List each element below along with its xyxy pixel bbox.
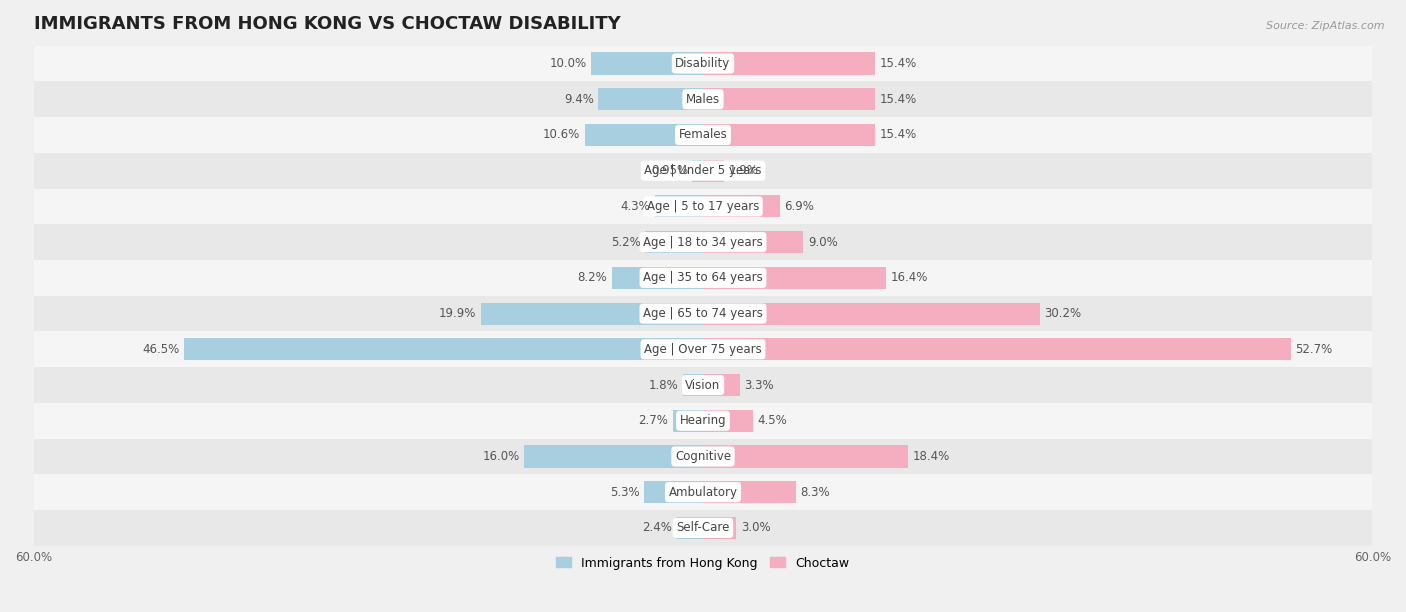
Text: Vision: Vision — [685, 379, 721, 392]
Bar — [612, 267, 703, 289]
Text: Age | 18 to 34 years: Age | 18 to 34 years — [643, 236, 763, 248]
Text: 18.4%: 18.4% — [912, 450, 950, 463]
Bar — [703, 302, 1040, 324]
Bar — [703, 53, 875, 75]
Text: Hearing: Hearing — [679, 414, 727, 427]
Text: Ambulatory: Ambulatory — [668, 486, 738, 499]
Text: 5.3%: 5.3% — [610, 486, 640, 499]
Bar — [34, 403, 1372, 439]
Bar — [34, 260, 1372, 296]
Text: 0.95%: 0.95% — [651, 164, 688, 177]
Text: Disability: Disability — [675, 57, 731, 70]
Bar — [34, 510, 1372, 546]
Bar — [34, 367, 1372, 403]
Bar — [703, 231, 803, 253]
Bar — [524, 446, 703, 468]
Text: Self-Care: Self-Care — [676, 521, 730, 534]
Text: 6.9%: 6.9% — [785, 200, 814, 213]
Text: 2.7%: 2.7% — [638, 414, 668, 427]
Text: 8.3%: 8.3% — [800, 486, 830, 499]
Bar — [676, 517, 703, 539]
Text: 2.4%: 2.4% — [643, 521, 672, 534]
Text: 4.5%: 4.5% — [758, 414, 787, 427]
Bar — [703, 517, 737, 539]
Bar — [34, 46, 1372, 81]
Text: Males: Males — [686, 93, 720, 106]
Text: Age | 65 to 74 years: Age | 65 to 74 years — [643, 307, 763, 320]
Text: IMMIGRANTS FROM HONG KONG VS CHOCTAW DISABILITY: IMMIGRANTS FROM HONG KONG VS CHOCTAW DIS… — [34, 15, 620, 33]
Bar — [703, 338, 1291, 360]
Text: 3.0%: 3.0% — [741, 521, 770, 534]
Bar — [592, 53, 703, 75]
Bar — [598, 88, 703, 110]
Bar — [703, 409, 754, 432]
Text: 16.4%: 16.4% — [890, 271, 928, 285]
Bar — [703, 481, 796, 503]
Bar — [34, 117, 1372, 153]
Bar — [34, 81, 1372, 117]
Text: 10.0%: 10.0% — [550, 57, 586, 70]
Text: 1.8%: 1.8% — [648, 379, 679, 392]
Bar — [34, 224, 1372, 260]
Text: 16.0%: 16.0% — [482, 450, 520, 463]
Text: 8.2%: 8.2% — [578, 271, 607, 285]
Text: 15.4%: 15.4% — [879, 129, 917, 141]
Text: 1.9%: 1.9% — [728, 164, 758, 177]
Bar — [703, 446, 908, 468]
Bar — [655, 195, 703, 217]
Bar — [34, 296, 1372, 332]
Text: 19.9%: 19.9% — [439, 307, 477, 320]
Bar — [34, 153, 1372, 188]
Text: 15.4%: 15.4% — [879, 93, 917, 106]
Text: Cognitive: Cognitive — [675, 450, 731, 463]
Bar — [703, 88, 875, 110]
Bar — [692, 160, 703, 182]
Bar — [645, 231, 703, 253]
Text: Females: Females — [679, 129, 727, 141]
Text: Age | Over 75 years: Age | Over 75 years — [644, 343, 762, 356]
Text: 46.5%: 46.5% — [142, 343, 180, 356]
Bar — [673, 409, 703, 432]
Bar — [34, 332, 1372, 367]
Bar — [585, 124, 703, 146]
Bar — [34, 474, 1372, 510]
Text: Age | 5 to 17 years: Age | 5 to 17 years — [647, 200, 759, 213]
Text: Source: ZipAtlas.com: Source: ZipAtlas.com — [1267, 21, 1385, 31]
Legend: Immigrants from Hong Kong, Choctaw: Immigrants from Hong Kong, Choctaw — [551, 551, 855, 575]
Text: 15.4%: 15.4% — [879, 57, 917, 70]
Bar — [34, 439, 1372, 474]
Text: 4.3%: 4.3% — [621, 200, 651, 213]
Bar — [481, 302, 703, 324]
Bar — [703, 267, 886, 289]
Text: Age | 35 to 64 years: Age | 35 to 64 years — [643, 271, 763, 285]
Text: 5.2%: 5.2% — [610, 236, 641, 248]
Bar — [703, 124, 875, 146]
Bar — [683, 374, 703, 396]
Text: 9.4%: 9.4% — [564, 93, 593, 106]
Text: 30.2%: 30.2% — [1045, 307, 1081, 320]
Text: Age | Under 5 years: Age | Under 5 years — [644, 164, 762, 177]
Bar — [644, 481, 703, 503]
Bar — [703, 160, 724, 182]
Bar — [703, 195, 780, 217]
Text: 10.6%: 10.6% — [543, 129, 581, 141]
Text: 3.3%: 3.3% — [744, 379, 773, 392]
Bar — [703, 374, 740, 396]
Text: 9.0%: 9.0% — [808, 236, 838, 248]
Text: 52.7%: 52.7% — [1295, 343, 1333, 356]
Bar — [34, 188, 1372, 224]
Bar — [184, 338, 703, 360]
